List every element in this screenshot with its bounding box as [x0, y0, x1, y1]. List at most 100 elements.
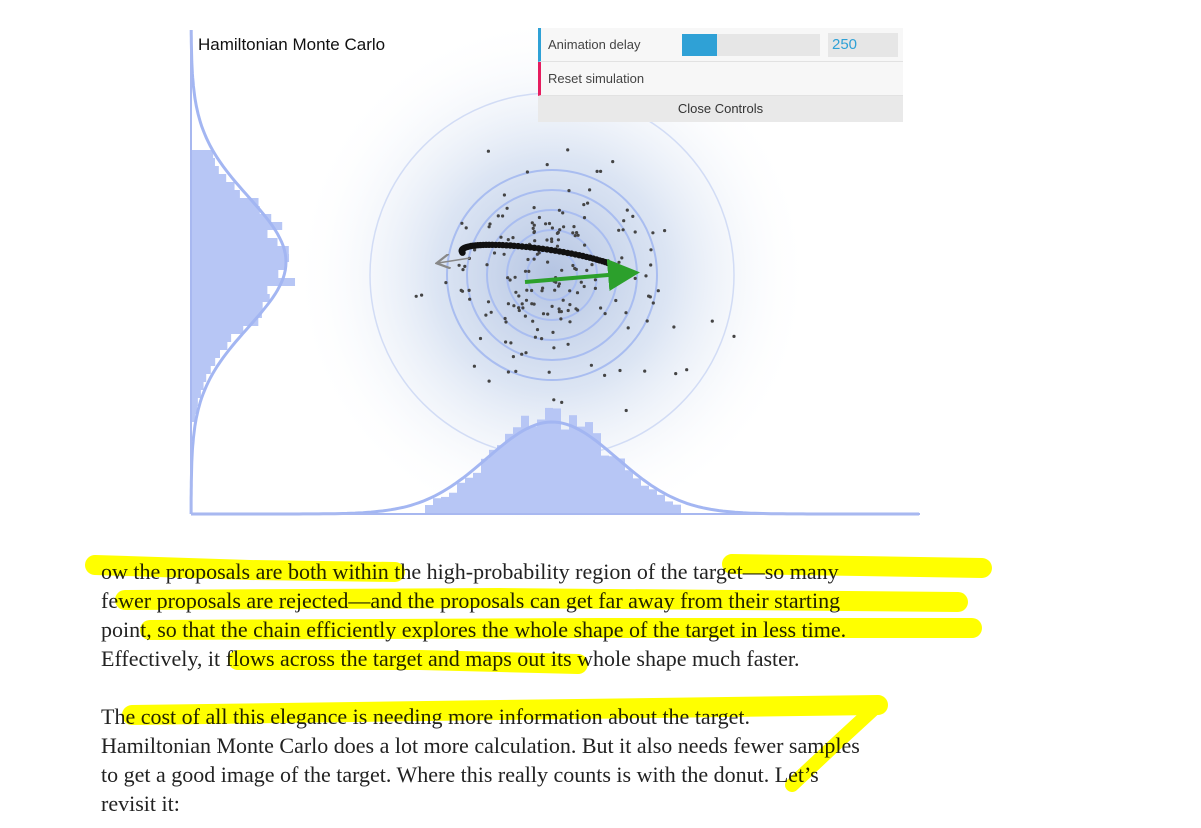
- hist-bar: [649, 489, 657, 514]
- hist-bar: [192, 182, 235, 190]
- close-controls[interactable]: Close Controls: [538, 96, 903, 122]
- sample-point: [463, 264, 467, 268]
- sample-point: [557, 307, 561, 311]
- density-glow: [292, 15, 812, 520]
- sample-point: [468, 297, 472, 301]
- sample-point: [575, 231, 579, 235]
- sample-point: [487, 225, 491, 229]
- sample-point: [562, 225, 566, 229]
- sample-point: [579, 280, 583, 284]
- hist-bar: [465, 477, 473, 514]
- sample-point: [527, 269, 531, 273]
- sample-point: [517, 294, 521, 298]
- hist-bar: [192, 398, 198, 406]
- sample-point: [582, 284, 586, 289]
- sample-point: [517, 308, 521, 313]
- text-line: fewer proposals are rejected—and the pro…: [101, 588, 841, 613]
- hist-bar: [633, 478, 641, 514]
- sample-point: [599, 306, 603, 310]
- sample-point: [492, 251, 497, 255]
- sample-point: [561, 211, 565, 215]
- sample-point: [575, 291, 580, 295]
- sample-point: [487, 379, 491, 383]
- sample-point: [525, 170, 530, 174]
- sample-point: [530, 221, 534, 225]
- hist-bar: [192, 214, 272, 222]
- sim-title: Hamiltonian Monte Carlo: [198, 35, 386, 54]
- hist-bar: [673, 504, 681, 514]
- sample-point: [544, 222, 548, 226]
- sample-point: [460, 221, 464, 225]
- sample-point: [414, 294, 418, 298]
- hist-bar: [192, 302, 263, 310]
- sample-point: [560, 400, 564, 404]
- sample-point: [472, 364, 476, 368]
- hist-bar: [192, 174, 227, 182]
- hist-bar: [192, 358, 216, 366]
- sample-point: [576, 233, 580, 237]
- sample-point: [486, 149, 490, 153]
- sample-point: [568, 289, 572, 293]
- sample-point: [555, 244, 560, 248]
- hist-bar: [585, 422, 593, 514]
- sample-point: [566, 342, 570, 346]
- sample-point: [561, 298, 565, 302]
- sample-point: [526, 257, 530, 262]
- sample-point: [622, 219, 626, 223]
- hist-bar: [192, 390, 201, 398]
- reset-label: Reset simulation: [548, 71, 645, 86]
- hist-bar: [192, 222, 283, 230]
- hist-bar: [617, 458, 625, 514]
- reset-button[interactable]: Reset simulation: [538, 62, 903, 96]
- sample-point: [506, 276, 510, 280]
- sample-point: [530, 288, 534, 293]
- delay-input[interactable]: 250: [828, 33, 898, 57]
- sample-point: [649, 248, 653, 252]
- text-line: The cost of all this elegance is needing…: [101, 704, 750, 729]
- hist-bar: [192, 270, 279, 278]
- sample-point: [550, 304, 554, 308]
- sample-point: [552, 346, 556, 350]
- sample-point: [558, 228, 562, 232]
- sample-point: [478, 336, 483, 341]
- hist-bar: [481, 458, 489, 514]
- hist-bar: [192, 318, 259, 326]
- hist-bar: [192, 286, 268, 294]
- histograms: [189, 30, 919, 516]
- sample-point: [586, 201, 590, 205]
- text-line: Effectively, it flows across the target …: [101, 646, 800, 671]
- sample-point: [541, 312, 546, 316]
- sample-point: [459, 288, 463, 292]
- sample-point: [546, 260, 550, 264]
- sample-point: [504, 320, 508, 324]
- sample-point: [514, 369, 518, 373]
- sample-point: [631, 214, 635, 218]
- sample-point: [467, 288, 471, 292]
- hist-bar: [505, 433, 513, 514]
- simulation-canvas: [189, 15, 920, 520]
- sample-point: [555, 231, 560, 235]
- hist-bar: [657, 494, 665, 514]
- hist-bar: [192, 374, 207, 382]
- delay-slider[interactable]: [682, 34, 820, 56]
- sample-point: [532, 206, 536, 210]
- sample-point: [535, 328, 540, 332]
- sample-point: [540, 289, 544, 293]
- hist-bar: [425, 505, 433, 514]
- momentum-arrow: [524, 259, 640, 291]
- sample-point: [566, 308, 570, 313]
- sample-point: [643, 369, 647, 373]
- sample-point: [540, 337, 544, 341]
- hist-bar: [641, 485, 649, 514]
- sample-point: [550, 237, 554, 241]
- sample-point: [557, 282, 562, 286]
- hist-bar: [192, 166, 219, 174]
- sample-point: [511, 236, 515, 240]
- hist-bar: [192, 382, 204, 390]
- sample-point: [545, 238, 549, 242]
- sample-point: [732, 334, 736, 338]
- sample-point: [603, 312, 607, 316]
- sample-point: [506, 370, 510, 374]
- hist-bar: [537, 419, 545, 514]
